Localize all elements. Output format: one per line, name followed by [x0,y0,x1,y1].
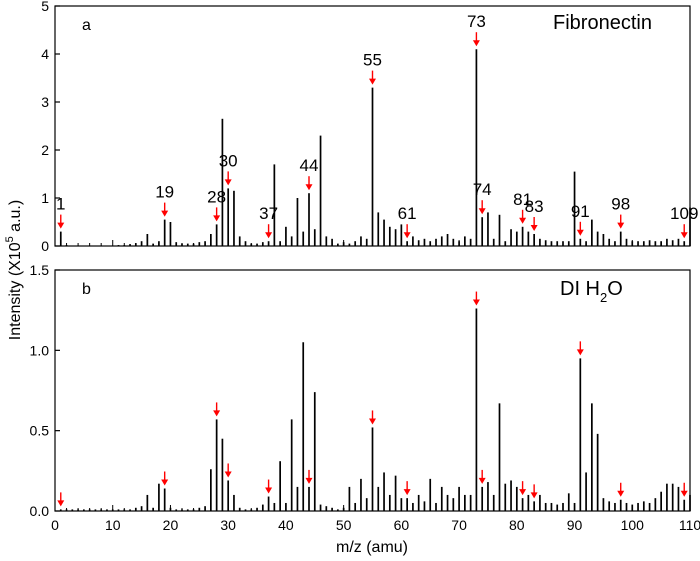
peak-arrow [265,224,273,239]
panel-b-arrows [57,291,688,507]
peak-arrow [265,479,273,494]
peak-label: 83 [525,197,544,216]
peak-label: 30 [219,151,238,170]
peak-arrow [617,482,625,497]
peak-arrow [305,176,313,191]
y-tick-label: 2 [41,142,49,158]
peak-label: 73 [467,12,486,31]
peak-label: 109 [670,204,698,223]
y-axis-title-superscript: 5 [4,236,16,242]
panel-a-x-ticks [54,240,691,246]
peak-arrow [478,200,486,215]
peak-arrow [530,484,538,499]
peak-arrow [403,481,411,496]
peak-arrow [530,217,538,231]
y-tick-label: 1.0 [30,342,50,358]
panel-b-title: DI H2O [560,278,623,305]
y-tick-label: 3 [41,94,49,110]
peak-arrow [57,214,65,229]
x-tick-label: 100 [621,517,645,533]
peak-arrow [519,209,527,224]
peak-arrow [224,463,232,478]
peak-arrow [161,202,169,217]
y-tick-label: 0.5 [30,423,50,439]
peak-arrow [680,482,688,497]
panel-a-letter: a [82,17,91,34]
x-axis-title: m/z (amu) [336,539,408,556]
peak-arrow [161,471,169,486]
peak-label: 37 [259,204,278,223]
panel-b: 0.0 0.5 1.0 1.5 0 10 20 30 40 50 60 70 80 90 100 110 b… [30,262,700,533]
peak-arrow [478,469,486,484]
panel-b-bars [59,308,691,511]
peak-arrow [57,492,65,507]
peak-arrow [369,70,376,85]
x-tick-label: 20 [163,517,179,533]
panel-a-arrows [57,32,688,239]
peak-arrow [213,207,221,222]
y-tick-label: 1 [41,190,49,206]
peak-label: 19 [155,183,174,202]
panel-b-x-ticks: 0 10 20 30 40 50 60 70 80 90 100 110 [51,505,700,533]
peak-label: 1 [56,195,65,214]
peak-label: 61 [398,204,417,223]
y-tick-label: 0.0 [30,503,50,519]
peak-label: 98 [611,195,630,214]
peak-arrow [369,410,376,425]
peak-arrow [224,171,232,186]
peak-arrow [680,224,688,239]
x-tick-label: 30 [220,517,236,533]
x-tick-label: 90 [567,517,583,533]
y-tick-label: 1.5 [30,262,50,278]
y-axis-title: Intensity (X105 a.u.) [4,200,24,340]
panel-a-title: Fibronectin [553,12,652,34]
peak-arrow [617,214,625,229]
peak-arrow [472,291,480,306]
peak-arrow [213,402,221,417]
peak-label: 81 [513,190,532,209]
panel-b-title-subscript: 2 [600,290,607,305]
x-tick-label: 0 [51,517,59,533]
peak-label: 28 [207,187,226,206]
peak-arrow [403,224,411,239]
panel-b-y-ticks: 0.0 0.5 1.0 1.5 [30,262,60,519]
x-tick-label: 60 [394,517,410,533]
x-tick-label: 70 [451,517,467,533]
peak-arrow [472,32,480,47]
peak-label: 55 [363,51,382,70]
y-tick-label: 5 [41,0,49,14]
y-tick-label: 0 [41,238,49,254]
peak-label: 44 [300,156,319,175]
x-tick-label: 50 [336,517,352,533]
peak-arrow [576,341,584,356]
x-tick-label: 10 [105,517,121,533]
peak-label: 74 [473,180,492,199]
x-tick-label: 110 [679,517,700,533]
x-tick-label: 80 [509,517,525,533]
panel-a-y-ticks: 0 1 2 3 4 5 [41,0,60,254]
peak-arrow [519,481,527,496]
peak-label: 91 [571,202,590,221]
peak-arrow [576,221,584,236]
panel-b-letter: b [82,281,91,298]
peak-arrow [305,469,313,484]
y-tick-label: 4 [41,46,49,62]
x-tick-label: 40 [278,517,294,533]
